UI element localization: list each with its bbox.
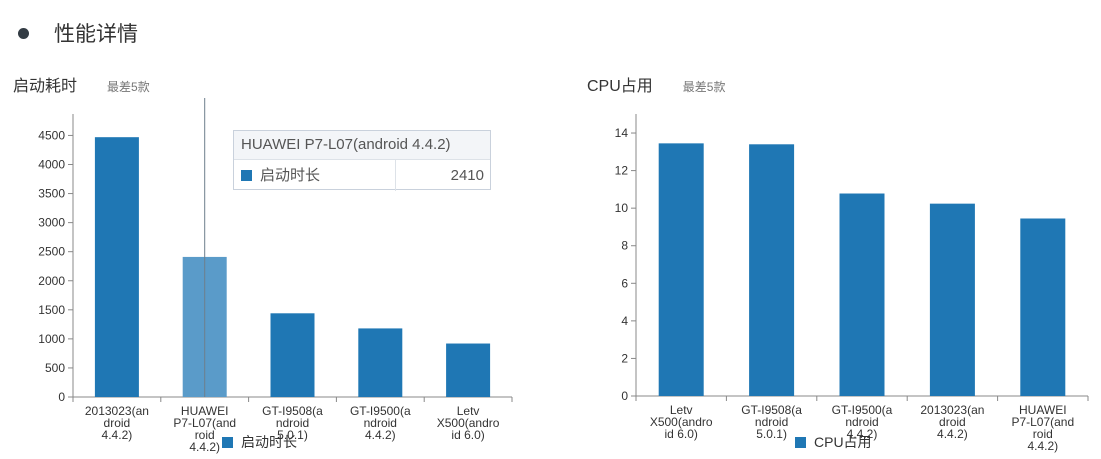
tooltip-series: 启动时长 bbox=[234, 160, 396, 191]
tooltip-row: 启动时长 2410 bbox=[234, 160, 490, 191]
bar bbox=[446, 343, 491, 397]
x-tick-label-line: P7-L07(and bbox=[1011, 415, 1074, 429]
y-tick-label: 14 bbox=[615, 126, 629, 140]
bar bbox=[1020, 218, 1066, 396]
y-tick-label: 8 bbox=[621, 239, 628, 253]
x-tick-label-line: ndroid bbox=[845, 415, 878, 429]
y-tick-label: 1500 bbox=[38, 303, 65, 317]
x-tick-label-line: 4.4.2) bbox=[1027, 439, 1058, 453]
section-title: 性能详情 bbox=[54, 23, 138, 46]
x-tick-label: Letv X500(andro id 6.0) bbox=[437, 404, 500, 442]
x-tick-label: GT-I9508(a ndroid 5.0.1) bbox=[741, 403, 802, 441]
startup-legend-label: 启动时长 bbox=[241, 434, 297, 450]
x-tick-label-line: droid bbox=[104, 416, 131, 430]
cpu-chart-title: CPU占用 bbox=[587, 78, 653, 95]
y-tick-label: 2 bbox=[621, 351, 628, 365]
legend-swatch-icon bbox=[222, 436, 233, 448]
bar bbox=[270, 313, 315, 397]
tooltip-title: HUAWEI P7-L07(android 4.4.2) bbox=[234, 131, 490, 160]
tooltip-value: 2410 bbox=[450, 167, 484, 184]
cpu-legend[interactable]: CPU占用 bbox=[795, 432, 872, 452]
cpu-legend-label: CPU占用 bbox=[814, 434, 872, 450]
x-tick-label-line: GT-I9508(a bbox=[741, 403, 802, 417]
x-tick-label-line: Letv bbox=[457, 404, 480, 418]
y-tick-label: 2500 bbox=[38, 245, 65, 259]
bullet-dot-icon bbox=[18, 27, 29, 39]
x-tick-label-line: 4.4.2) bbox=[102, 428, 133, 442]
x-tick-label-line: 4.4.2) bbox=[847, 427, 878, 441]
y-tick-label: 12 bbox=[615, 164, 629, 178]
startup-chart-subtitle: 最差5款 bbox=[107, 80, 150, 94]
cpu-chart-header: CPU占用 最差5款 bbox=[587, 72, 725, 96]
x-tick-label-line: 4.4.2) bbox=[189, 440, 220, 454]
startup-legend[interactable]: 启动时长 bbox=[222, 432, 297, 452]
y-tick-label: 4500 bbox=[38, 128, 65, 142]
bar bbox=[929, 203, 975, 396]
y-tick-label: 4 bbox=[621, 314, 628, 328]
x-tick-label: HUAWEI P7-L07(and roid 4.4.2) bbox=[1011, 403, 1074, 453]
x-tick-label-line: 5.0.1) bbox=[756, 427, 787, 441]
x-tick-label-line: 2013023(an bbox=[85, 404, 149, 418]
bar bbox=[839, 193, 885, 396]
bar bbox=[658, 143, 704, 396]
x-tick-label: GT-I9500(a ndroid 4.4.2) bbox=[832, 403, 893, 441]
x-tick-label-line: id 6.0) bbox=[665, 427, 698, 441]
x-tick-label-line: id 6.0) bbox=[451, 428, 484, 442]
x-tick-label-line: droid bbox=[939, 415, 966, 429]
x-tick-label: GT-I9500(a ndroid 4.4.2) bbox=[350, 404, 411, 442]
bar bbox=[94, 137, 139, 397]
x-tick-label: GT-I9508(a ndroid 5.0.1) bbox=[262, 404, 323, 442]
bar bbox=[749, 144, 795, 396]
x-tick-label-line: ndroid bbox=[755, 415, 788, 429]
x-tick-label-line: HUAWEI bbox=[181, 404, 229, 418]
x-tick-label-line: GT-I9500(a bbox=[350, 404, 411, 418]
tooltip-swatch-icon bbox=[241, 170, 252, 181]
y-tick-label: 0 bbox=[621, 389, 628, 403]
chart-tooltip: HUAWEI P7-L07(android 4.4.2) 启动时长 2410 bbox=[233, 130, 491, 191]
section-header: 性能详情 bbox=[18, 18, 138, 48]
legend-swatch-icon bbox=[795, 436, 806, 448]
x-tick-label: 2013023(an droid 4.4.2) bbox=[85, 404, 149, 442]
x-tick-label-line: P7-L07(and bbox=[173, 416, 236, 430]
x-tick-label: HUAWEI P7-L07(and roid 4.4.2) bbox=[173, 404, 236, 454]
bar bbox=[358, 328, 403, 397]
tooltip-series-label: 启动时长 bbox=[260, 167, 321, 184]
x-tick-label-line: ndroid bbox=[364, 416, 397, 430]
y-tick-label: 10 bbox=[615, 201, 629, 215]
startup-chart-header: 启动耗时 最差5款 bbox=[13, 72, 150, 96]
startup-time-bar-chart[interactable]: 0 500 1000 1500 2000 2500 3000 3500 4000 4500 2013… bbox=[0, 0, 560, 459]
x-tick-label-line: roid bbox=[195, 428, 215, 442]
y-tick-label: 4000 bbox=[38, 158, 65, 172]
x-tick-label-line: 4.4.2) bbox=[365, 428, 396, 442]
y-tick-label: 1000 bbox=[38, 332, 65, 346]
y-tick-label: 2000 bbox=[38, 274, 65, 288]
x-tick-label-line: 4.4.2) bbox=[937, 427, 968, 441]
x-tick-label-line: X500(andro bbox=[437, 416, 500, 430]
y-tick-label: 0 bbox=[58, 390, 65, 404]
x-tick-label-line: X500(andro bbox=[650, 415, 713, 429]
x-tick-label-line: GT-I9500(a bbox=[832, 403, 893, 417]
cpu-chart-subtitle: 最差5款 bbox=[682, 80, 726, 94]
startup-chart-title: 启动耗时 bbox=[13, 78, 78, 95]
x-tick-label-line: roid bbox=[1033, 427, 1053, 441]
x-tick-label-line: Letv bbox=[670, 403, 693, 417]
x-tick-label-line: ndroid bbox=[276, 416, 309, 430]
x-tick-label-line: GT-I9508(a bbox=[262, 404, 323, 418]
x-tick-label-line: HUAWEI bbox=[1019, 403, 1067, 417]
x-tick-label: Letv X500(andro id 6.0) bbox=[650, 403, 713, 441]
x-tick-label-line: 2013023(an bbox=[920, 403, 984, 417]
y-tick-label: 6 bbox=[621, 276, 628, 290]
y-tick-label: 500 bbox=[45, 361, 65, 375]
x-tick-label: 2013023(an droid 4.4.2) bbox=[920, 403, 984, 441]
x-tick-label-line: 5.0.1) bbox=[277, 428, 308, 442]
y-tick-label: 3000 bbox=[38, 216, 65, 230]
y-tick-label: 3500 bbox=[38, 187, 65, 201]
